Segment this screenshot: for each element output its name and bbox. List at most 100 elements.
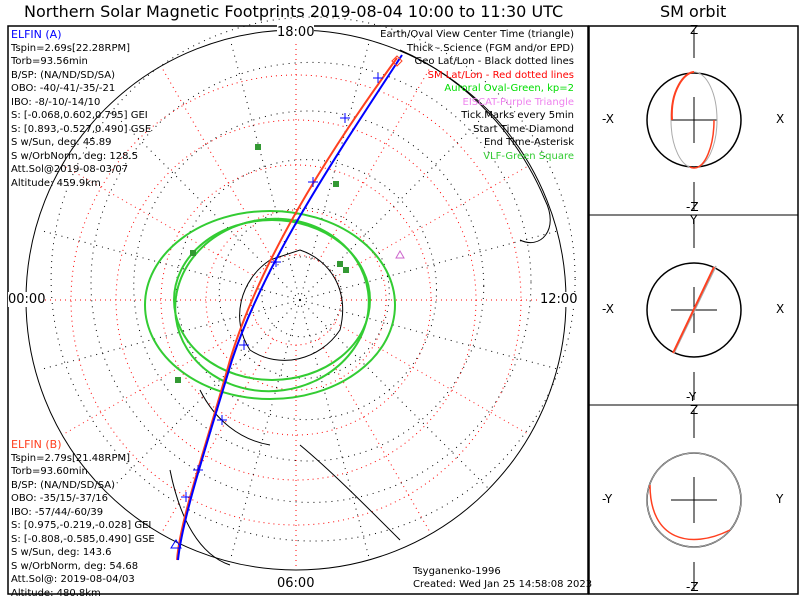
elfin-b-track xyxy=(176,57,398,561)
legend-item: Start Time-Diamond xyxy=(473,123,574,135)
elfin-b-info: ELFIN (B) Tspin=2.79s[21.48RPM] Torb=93.6… xyxy=(11,438,155,600)
elfin-b-info-line: Tspin=2.79s[21.48RPM] xyxy=(11,452,131,464)
orbit-panel-axis-left: -X xyxy=(602,302,614,316)
sm-longitude-line xyxy=(160,65,274,262)
auroral-oval-outer xyxy=(144,210,396,400)
elfin-b-info-line: Torb=93.60min xyxy=(11,466,88,477)
orbit-yz xyxy=(646,452,742,548)
tick-mark xyxy=(193,465,203,475)
orbit-panel-axis-left: -Y xyxy=(602,492,613,506)
elfin-a-name: ELFIN (A) xyxy=(11,28,62,41)
geo-latitude-circle xyxy=(90,61,532,503)
geo-longitude-line xyxy=(299,39,371,301)
elfin-a-info-line: S: [-0.068,0.602,0.795] GEI xyxy=(11,110,148,121)
geo-longitude-line xyxy=(299,299,492,492)
orbit-b-arc xyxy=(670,71,695,121)
legend: Earth/Oval View Center Time (triangle) Th… xyxy=(380,28,574,163)
orbit-title: SM orbit xyxy=(660,2,727,21)
sm-longitude-line xyxy=(334,164,531,278)
elfin-a-info-line: S w/OrbNorm, deg: 128.5 xyxy=(11,150,139,162)
auroral-oval-inner xyxy=(173,219,371,381)
legend-item: Auroral Oval-Green, kp=2 xyxy=(444,83,574,94)
geo-latitude-circle xyxy=(133,110,485,462)
model-name: Tsyganenko-1996 xyxy=(413,566,501,577)
mlt-label-top: 18:00 xyxy=(277,25,315,40)
geo-latitude-circle xyxy=(50,16,576,542)
mlt-label-right: 12:00 xyxy=(540,292,578,307)
orbit-panel-axis-top: Z xyxy=(690,403,699,417)
tick-mark xyxy=(239,340,249,350)
elfin-b-info-line: Altitude: 480.8km xyxy=(11,587,101,599)
tick-mark xyxy=(308,177,318,187)
elfin-b-info-line: S w/Sun, deg: 143.6 xyxy=(11,547,112,558)
orbit-panel-axis-left: -X xyxy=(602,112,614,126)
vlf-square xyxy=(175,377,181,383)
eiscat-triangle xyxy=(395,249,405,259)
start-diamond xyxy=(391,55,403,67)
sm-latitude-circle xyxy=(160,164,432,436)
mlt-label-left: 00:00 xyxy=(8,292,46,307)
legend-item: Thick - Science (FGM and/or EPD) xyxy=(406,42,574,54)
vlf-square xyxy=(333,181,339,187)
elfin-a-track xyxy=(177,54,403,561)
sm-latitude-circle xyxy=(205,209,387,391)
elfin-a-info-line: S: [0.893,-0.527,0.490] GSE xyxy=(11,123,152,135)
geo-latitude-circle xyxy=(218,207,390,379)
vlf-square xyxy=(190,250,196,256)
auroral-oval-inner-2 xyxy=(174,217,370,393)
elfin-a-info-line: IBO: -8/-10/-14/10 xyxy=(11,96,101,108)
elfin-a-info-line: Altitude: 459.9km xyxy=(11,177,101,189)
elfin-b-info-line: IBO: -57/44/-60/39 xyxy=(11,506,104,518)
elfin-b-info-line: S: [-0.808,-0.585,0.490] GSE xyxy=(11,533,155,545)
sm-longitude-line xyxy=(61,322,258,436)
legend-item: EISCAT-Purple Triangle xyxy=(462,96,575,108)
legend-item: Geo Lat/Lon - Black dotted lines xyxy=(414,56,574,67)
geo-longitude-line xyxy=(39,299,301,371)
tick-mark xyxy=(373,73,383,83)
orbit-panel-axis-right: X xyxy=(776,112,785,126)
geo-longitude-line xyxy=(229,39,301,301)
orbit-panel-axis-bottom: -Z xyxy=(686,580,699,594)
vlf-square xyxy=(343,267,349,273)
coastline xyxy=(169,49,551,566)
elfin-a-info-line: Att.Sol@2019-08-03/07 xyxy=(11,164,129,175)
elfin-a-info-line: OBO: -40/-41/-35/-21 xyxy=(11,83,116,94)
elfin-a-info-line: S w/Sun, deg: 45.89 xyxy=(11,137,112,148)
elfin-b-info-line: S: [0.975,-0.219,-0.028] GEI xyxy=(11,520,152,531)
tick-mark xyxy=(271,257,281,267)
geo-latitude-circle xyxy=(176,159,437,421)
orbit-b xyxy=(673,71,715,169)
center-triangle xyxy=(170,539,182,549)
orbit-panel-axis-right: X xyxy=(776,302,785,316)
elfin-a-info-line: B/SP: (NA/ND/SD/SA) xyxy=(11,69,115,81)
elfin-b-info-line: OBO: -35/15/-37/16 xyxy=(11,493,109,504)
tick-mark xyxy=(181,492,191,502)
legend-item: SM Lat/Lon - Red dotted lines xyxy=(427,69,574,81)
elfin-a-info: ELFIN (A) Tspin=2.69s[22.28RPM] Torb=93.5… xyxy=(11,28,151,190)
sm-longitude-line xyxy=(334,322,531,436)
vlf-square xyxy=(337,261,343,267)
orbit-panel-axis-bottom: -Y xyxy=(686,390,697,404)
mlt-label-bottom: 06:00 xyxy=(277,576,315,591)
legend-item: Tick Marks every 5min xyxy=(461,110,574,121)
tick-mark xyxy=(340,113,350,123)
orbit-b-yz xyxy=(649,484,731,541)
legend-item: Earth/Oval View Center Time (triangle) xyxy=(380,29,574,40)
vlf-square xyxy=(255,144,261,150)
elfin-b-name: ELFIN (B) xyxy=(11,438,62,451)
elfin-b-info-line: Att.Sol@: 2019-08-04/03 xyxy=(11,574,135,585)
plot-title: Northern Solar Magnetic Footprints 2019-… xyxy=(24,2,564,21)
orbit-panel-axis-bottom: -Z xyxy=(686,200,699,214)
earth-circle xyxy=(646,262,742,358)
tick-mark xyxy=(217,415,227,425)
orbit-b-xy xyxy=(672,266,715,354)
geo-longitude-line xyxy=(229,299,301,561)
legend-item: VLF-Green Square xyxy=(483,150,574,162)
elfin-a-info-line: Torb=93.56min xyxy=(11,56,88,67)
legend-item: End Time-Asterisk xyxy=(483,137,574,148)
elfin-a-info-line: Tspin=2.69s[22.28RPM] xyxy=(11,42,131,54)
elfin-b-info-line: B/SP: (NA/ND/SD/SA) xyxy=(11,479,115,491)
orbit-panel-axis-top: Y xyxy=(690,213,698,227)
elfin-b-info-line: S w/OrbNorm, deg: 54.68 xyxy=(11,560,139,572)
orbit-panel-axis-top: Z xyxy=(690,23,699,37)
